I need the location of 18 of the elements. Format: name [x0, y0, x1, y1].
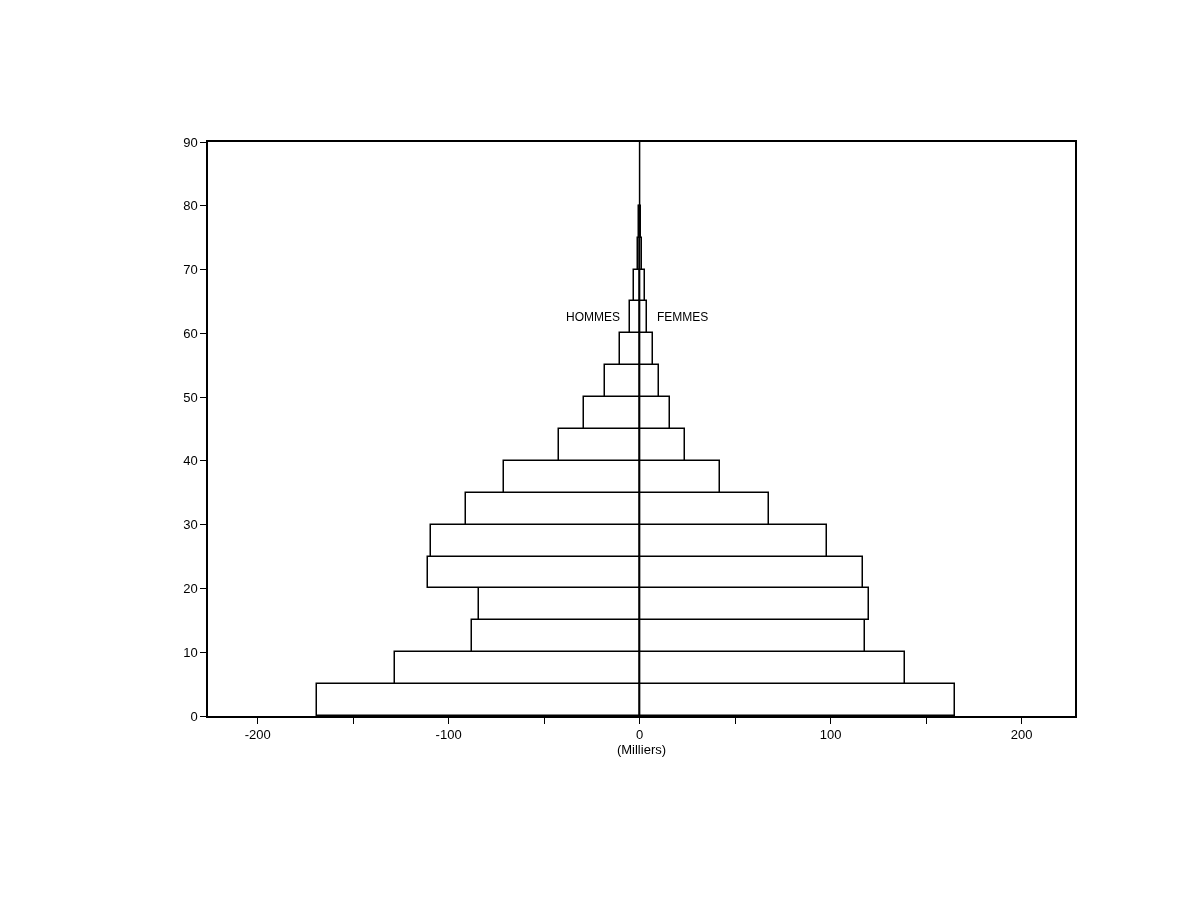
y-tick-label: 80	[183, 198, 198, 214]
x-tick-label: -100	[435, 727, 462, 743]
y-tick-label: 70	[183, 262, 198, 278]
series-label: FEMMES	[657, 310, 709, 324]
y-tick-label: 60	[183, 325, 198, 341]
x-axis-title: (Milliers)	[616, 742, 667, 758]
y-tick-label: 50	[183, 389, 198, 405]
y-tick-label: 40	[183, 453, 198, 469]
series-label: HOMMES	[566, 310, 620, 324]
x-tick-label: 200	[1010, 727, 1033, 743]
x-tick-label: 0	[635, 727, 644, 743]
y-tick-label: 10	[183, 644, 198, 660]
y-tick-label: 0	[190, 708, 198, 724]
y-tick-label: 30	[183, 517, 198, 533]
y-tick-label: 90	[183, 134, 198, 150]
x-tick-label: 100	[819, 727, 842, 743]
y-tick-label: 20	[183, 580, 198, 596]
x-tick-label: -200	[244, 727, 271, 743]
